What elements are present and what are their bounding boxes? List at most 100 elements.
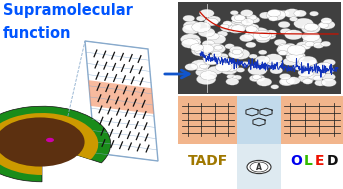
Circle shape bbox=[279, 10, 289, 16]
Circle shape bbox=[298, 68, 314, 77]
Circle shape bbox=[250, 27, 269, 38]
Circle shape bbox=[321, 73, 335, 81]
Circle shape bbox=[215, 63, 232, 72]
Circle shape bbox=[276, 45, 296, 55]
Circle shape bbox=[183, 15, 195, 22]
Circle shape bbox=[287, 45, 306, 55]
Circle shape bbox=[280, 28, 291, 35]
Circle shape bbox=[203, 55, 222, 65]
Circle shape bbox=[260, 63, 270, 69]
Circle shape bbox=[279, 78, 294, 86]
Text: D: D bbox=[326, 154, 338, 168]
Wedge shape bbox=[0, 106, 110, 182]
Circle shape bbox=[309, 11, 319, 16]
Circle shape bbox=[278, 44, 291, 50]
Circle shape bbox=[221, 62, 239, 71]
Circle shape bbox=[217, 65, 230, 72]
Circle shape bbox=[270, 67, 283, 74]
Circle shape bbox=[190, 44, 204, 51]
Circle shape bbox=[259, 12, 272, 19]
Circle shape bbox=[194, 48, 204, 53]
Circle shape bbox=[236, 68, 245, 72]
Circle shape bbox=[303, 79, 313, 84]
Circle shape bbox=[0, 117, 85, 167]
Circle shape bbox=[306, 69, 325, 79]
Circle shape bbox=[200, 71, 217, 80]
Circle shape bbox=[226, 78, 239, 85]
Circle shape bbox=[315, 62, 333, 72]
Circle shape bbox=[199, 9, 214, 17]
Wedge shape bbox=[0, 113, 98, 175]
Circle shape bbox=[198, 44, 214, 53]
Text: A: A bbox=[256, 163, 262, 171]
Circle shape bbox=[296, 42, 310, 49]
Circle shape bbox=[294, 18, 314, 29]
Circle shape bbox=[203, 56, 211, 61]
Circle shape bbox=[191, 45, 211, 56]
Circle shape bbox=[247, 160, 271, 174]
Circle shape bbox=[286, 77, 300, 84]
Circle shape bbox=[321, 18, 332, 24]
Circle shape bbox=[284, 9, 300, 18]
Circle shape bbox=[181, 39, 199, 48]
Circle shape bbox=[253, 75, 265, 82]
Circle shape bbox=[244, 32, 259, 40]
Circle shape bbox=[323, 67, 334, 73]
Circle shape bbox=[302, 32, 320, 42]
Circle shape bbox=[257, 60, 268, 65]
Circle shape bbox=[248, 65, 267, 75]
Circle shape bbox=[228, 25, 244, 33]
Circle shape bbox=[253, 30, 272, 41]
Circle shape bbox=[286, 52, 304, 62]
Circle shape bbox=[252, 75, 261, 80]
Circle shape bbox=[230, 49, 250, 59]
Circle shape bbox=[197, 62, 206, 68]
Circle shape bbox=[246, 27, 259, 34]
Circle shape bbox=[241, 19, 254, 26]
Circle shape bbox=[283, 58, 297, 66]
Circle shape bbox=[266, 10, 286, 21]
Circle shape bbox=[200, 64, 208, 69]
Circle shape bbox=[180, 34, 200, 45]
Circle shape bbox=[260, 32, 269, 38]
Circle shape bbox=[216, 60, 230, 67]
Circle shape bbox=[229, 46, 243, 54]
Circle shape bbox=[208, 66, 223, 74]
Circle shape bbox=[249, 54, 257, 59]
Circle shape bbox=[241, 61, 250, 67]
FancyBboxPatch shape bbox=[178, 96, 237, 144]
Circle shape bbox=[218, 53, 228, 59]
Circle shape bbox=[321, 78, 336, 87]
Text: E: E bbox=[315, 154, 325, 168]
Circle shape bbox=[212, 57, 222, 62]
Circle shape bbox=[185, 64, 198, 70]
Circle shape bbox=[323, 59, 335, 66]
Circle shape bbox=[265, 54, 283, 64]
Circle shape bbox=[207, 34, 226, 44]
Circle shape bbox=[298, 73, 315, 83]
Text: Supramolecular: Supramolecular bbox=[3, 3, 133, 18]
Circle shape bbox=[46, 138, 54, 142]
Circle shape bbox=[301, 44, 311, 50]
Circle shape bbox=[231, 19, 247, 27]
Circle shape bbox=[232, 15, 244, 22]
Circle shape bbox=[258, 50, 267, 55]
Circle shape bbox=[204, 57, 217, 65]
Circle shape bbox=[183, 21, 201, 30]
Circle shape bbox=[204, 18, 218, 26]
Circle shape bbox=[268, 9, 281, 17]
Circle shape bbox=[249, 75, 262, 82]
Circle shape bbox=[223, 21, 232, 26]
Circle shape bbox=[265, 30, 277, 36]
Circle shape bbox=[230, 10, 238, 15]
Text: L: L bbox=[304, 154, 312, 168]
Circle shape bbox=[198, 28, 215, 37]
Circle shape bbox=[246, 42, 256, 48]
Circle shape bbox=[233, 75, 241, 80]
Circle shape bbox=[182, 24, 201, 34]
Circle shape bbox=[234, 15, 245, 21]
Circle shape bbox=[191, 60, 210, 70]
Circle shape bbox=[255, 56, 270, 64]
Circle shape bbox=[278, 21, 290, 28]
Circle shape bbox=[228, 50, 243, 58]
